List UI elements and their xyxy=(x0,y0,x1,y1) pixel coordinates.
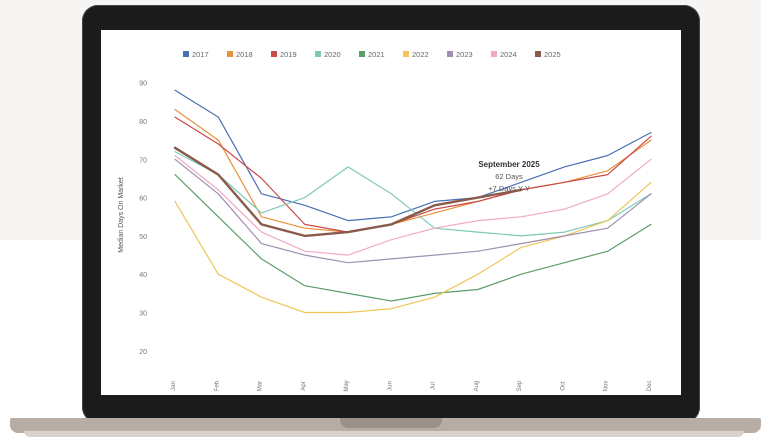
legend-label-2017: 2017 xyxy=(192,50,209,59)
legend-swatch-2018 xyxy=(227,51,233,57)
y-tick-60: 60 xyxy=(139,196,147,203)
x-tick-aug: Aug xyxy=(474,381,480,392)
legend-swatch-2020 xyxy=(315,51,321,57)
y-tick-40: 40 xyxy=(139,272,147,279)
legend-label-2025: 2025 xyxy=(544,50,561,59)
y-tick-90: 90 xyxy=(139,81,147,88)
series-line-2021 xyxy=(174,174,652,302)
x-tick-oct: Oct xyxy=(560,381,566,391)
legend-label-2021: 2021 xyxy=(368,50,385,59)
x-tick-apr: Apr xyxy=(301,381,307,390)
annotation-line1: 62 Days xyxy=(495,172,523,181)
y-axis-label: Median Days On Market xyxy=(118,177,125,253)
legend-swatch-2019 xyxy=(271,51,277,57)
y-tick-30: 30 xyxy=(139,311,147,318)
legend-swatch-2022 xyxy=(403,51,409,57)
series-line-2017 xyxy=(174,89,652,222)
legend-swatch-2024 xyxy=(491,51,497,57)
series-line-2020 xyxy=(174,150,652,237)
x-tick-nov: Nov xyxy=(604,381,610,392)
annotation-title: September 2025 xyxy=(478,160,540,169)
legend-label-2022: 2022 xyxy=(412,50,429,59)
line-chart: 2017 2018 2019 2020 2021 2022 2023 2024 2025 20 3… xyxy=(118,50,653,392)
x-tick-sep: Sep xyxy=(517,380,523,391)
laptop-notch xyxy=(340,418,442,428)
y-axis: 20 30 40 50 60 70 80 90 xyxy=(139,81,147,356)
annotation-line2: +7 Days Y-Y xyxy=(488,184,529,193)
y-tick-50: 50 xyxy=(139,234,147,241)
x-tick-dec: Dec xyxy=(647,381,653,392)
legend-swatch-2021 xyxy=(359,51,365,57)
x-tick-feb: Feb xyxy=(214,380,220,391)
x-tick-mar: Mar xyxy=(258,381,264,391)
laptop-base-shadow xyxy=(24,431,744,437)
legend-swatch-2017 xyxy=(183,51,189,57)
laptop-screen: 2017 2018 2019 2020 2021 2022 2023 2024 2025 20 3… xyxy=(101,30,681,395)
series-line-2023 xyxy=(174,158,652,264)
x-axis: Jan Feb Mar Apr May Jun Jul Aug Sep Oct Nov Dec xyxy=(171,380,653,392)
y-tick-80: 80 xyxy=(139,119,147,126)
series-line-2019 xyxy=(174,116,652,233)
chart-legend: 2017 2018 2019 2020 2021 2022 2023 2024 2025 xyxy=(183,50,561,59)
series-line-2025 xyxy=(173,146,523,238)
series-lines xyxy=(173,89,652,314)
legend-label-2023: 2023 xyxy=(456,50,473,59)
legend-swatch-2023 xyxy=(447,51,453,57)
legend-label-2018: 2018 xyxy=(236,50,253,59)
x-tick-may: May xyxy=(344,380,350,391)
y-tick-70: 70 xyxy=(139,157,147,164)
series-line-2018 xyxy=(174,108,652,233)
x-tick-jan: Jan xyxy=(171,381,177,391)
x-tick-jun: Jun xyxy=(387,381,393,391)
x-tick-jul: Jul xyxy=(431,382,437,390)
series-line-2024 xyxy=(174,154,652,256)
chart-annotation: September 2025 62 Days +7 Days Y-Y xyxy=(478,160,540,193)
series-line-2022 xyxy=(174,181,652,314)
legend-label-2024: 2024 xyxy=(500,50,517,59)
legend-swatch-2025 xyxy=(535,51,541,57)
legend-label-2019: 2019 xyxy=(280,50,297,59)
y-tick-20: 20 xyxy=(139,349,147,356)
legend-label-2020: 2020 xyxy=(324,50,341,59)
